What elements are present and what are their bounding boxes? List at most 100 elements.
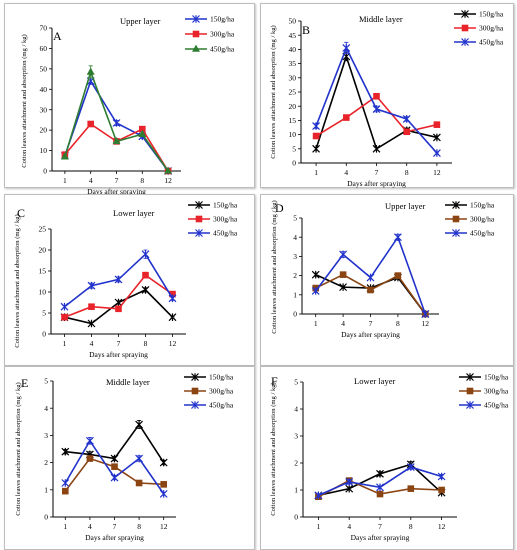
data-point-c xyxy=(87,281,96,290)
x-tick-label-b: 8 xyxy=(405,168,409,177)
data-point-e xyxy=(160,481,167,488)
y-tick-label-f: 0 xyxy=(294,513,298,522)
data-point-f xyxy=(376,490,384,498)
x-tick-label-d: 12 xyxy=(422,319,430,328)
data-point-e xyxy=(61,447,70,456)
data-point-f xyxy=(406,463,415,471)
data-point-d xyxy=(421,310,430,318)
legend-label-b: 300g/ha xyxy=(479,24,504,33)
x-tick-label-c: 7 xyxy=(117,339,121,348)
y-tick-label-d: 2 xyxy=(293,271,297,280)
x-tick-label-d: 1 xyxy=(314,319,318,328)
series-a-0 xyxy=(60,77,173,175)
legend-label-a: 450g/ha xyxy=(210,45,235,54)
x-axis-label-b: Days after spraying xyxy=(347,179,406,188)
series-c-2 xyxy=(60,249,177,311)
panel-letter-e: E xyxy=(21,376,28,390)
data-point-b xyxy=(372,105,381,113)
x-tick-label-c: 12 xyxy=(169,339,177,348)
panel-letter-d: D xyxy=(275,201,284,215)
chart-panel-d: 0 1 2 3 4 5 1 4 7 8 12 Days after spraying Cotton le… xyxy=(260,194,514,366)
series-e-0 xyxy=(61,420,168,467)
data-point-c xyxy=(168,313,177,322)
data-point-b xyxy=(432,133,441,142)
x-tick-label-b: 4 xyxy=(344,168,348,177)
y-tick-label-a: 20 xyxy=(40,126,48,135)
x-tick-label-a: 1 xyxy=(63,176,67,185)
y-tick-label-a: 40 xyxy=(40,85,48,94)
x-tick-label-f: 8 xyxy=(409,522,413,531)
y-tick-label-e: 4 xyxy=(44,404,48,413)
legend-marker-c xyxy=(195,229,203,237)
data-point-c xyxy=(142,271,149,279)
data-point-e xyxy=(159,489,168,498)
chart-b: 0 5 10 15 20 25 30 35 40 45 50 1 4 7 8 12 Days after spr… xyxy=(270,10,504,188)
y-tick-label-b: 40 xyxy=(289,45,297,54)
y-tick-label-e: 3 xyxy=(44,431,48,440)
data-point-c xyxy=(168,294,177,303)
data-point-c xyxy=(88,303,95,311)
data-point-d xyxy=(367,286,374,294)
y-tick-label-b: 45 xyxy=(289,31,297,40)
y-tick-label-f: 1 xyxy=(294,486,298,495)
legend-label-f: 300g/ha xyxy=(484,387,509,396)
data-point-d xyxy=(311,270,320,279)
data-point-d xyxy=(339,283,348,292)
data-point-a xyxy=(138,129,147,138)
y-tick-label-c: 20 xyxy=(39,246,47,255)
y-axis-label-f: Cotton leaves attachment and absorption … xyxy=(270,382,277,516)
data-point-d xyxy=(339,271,347,278)
data-point-e xyxy=(110,473,119,482)
y-tick-label-b: 0 xyxy=(292,159,296,168)
data-point-a xyxy=(112,136,121,145)
series-a-2 xyxy=(60,65,173,174)
legend-label-c: 300g/ha xyxy=(213,215,238,224)
x-tick-label-e: 8 xyxy=(137,522,141,531)
data-point-c xyxy=(60,302,69,311)
series-d-2 xyxy=(311,233,430,318)
x-tick-label-e: 4 xyxy=(88,522,92,531)
legend-label-b: 450g/ha xyxy=(479,38,504,47)
panel-letter-c: C xyxy=(17,206,25,220)
chart-panel-f: 0 1 2 3 4 5 1 4 7 8 12 Days after spraying Cotton le… xyxy=(260,366,514,550)
data-point-c xyxy=(87,319,96,328)
data-point-e xyxy=(86,455,94,462)
y-tick-label-a: 30 xyxy=(40,105,48,114)
data-point-b xyxy=(312,132,320,140)
data-point-b xyxy=(373,92,380,100)
legend-label-a: 150g/ha xyxy=(210,15,235,24)
data-point-e xyxy=(159,458,168,467)
y-tick-label-e: 0 xyxy=(44,513,48,522)
y-tick-label-e: 2 xyxy=(44,458,48,467)
data-point-d xyxy=(394,272,402,279)
data-point-b xyxy=(433,121,441,128)
legend-marker-b xyxy=(461,10,469,18)
chart-title-a: Upper layer xyxy=(120,16,161,26)
y-tick-label-b: 10 xyxy=(289,130,297,139)
y-tick-label-d: 1 xyxy=(293,290,297,299)
legend-label-d: 300g/ha xyxy=(470,215,495,224)
data-point-e xyxy=(135,420,144,429)
y-axis-label-a: Cotton leaves attachment and absorption … xyxy=(21,34,28,168)
x-axis-label-d: Days after spraying xyxy=(341,330,400,339)
legend-marker-e xyxy=(191,373,199,381)
data-point-e xyxy=(135,454,144,463)
x-tick-label-f: 1 xyxy=(317,522,321,531)
data-point-b xyxy=(312,144,321,153)
y-tick-label-a: 50 xyxy=(40,64,48,73)
panel-letter-a: A xyxy=(53,29,62,43)
x-axis-label-c: Days after spraying xyxy=(89,350,148,359)
series-c-1 xyxy=(61,271,176,321)
data-point-b xyxy=(372,144,381,153)
x-axis-label-a: Days after spraying xyxy=(87,187,146,196)
data-point-b xyxy=(312,122,321,131)
legend-label-e: 150g/ha xyxy=(209,373,234,382)
data-point-a xyxy=(112,119,121,127)
data-point-f xyxy=(376,469,384,478)
legend-marker-b xyxy=(461,38,469,46)
panel-letter-f: F xyxy=(271,374,278,388)
series-a-1 xyxy=(61,120,172,175)
x-tick-label-e: 12 xyxy=(160,522,168,531)
